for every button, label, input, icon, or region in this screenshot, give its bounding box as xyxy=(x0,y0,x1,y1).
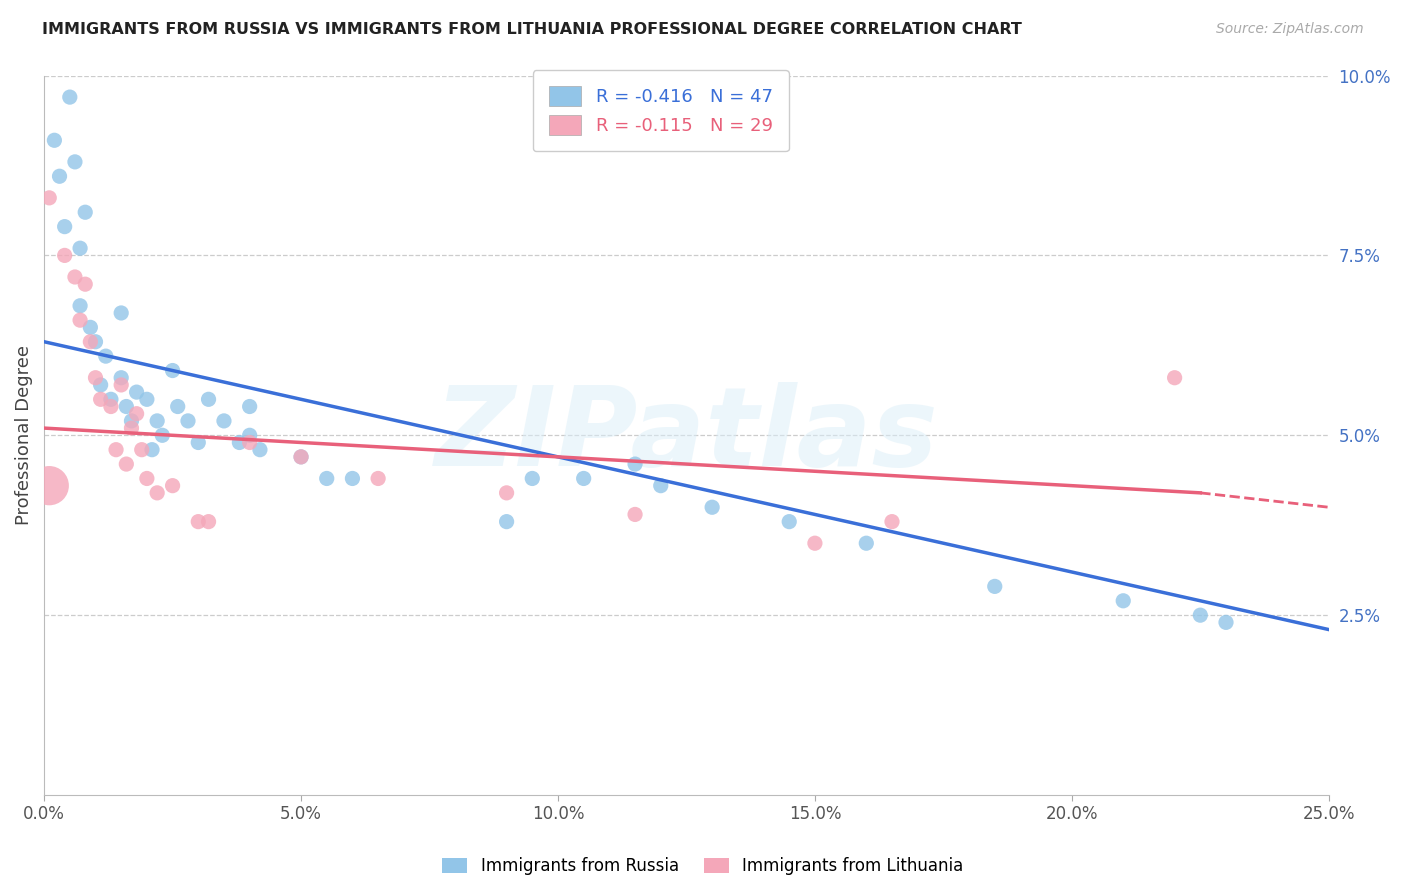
Point xyxy=(624,457,647,471)
Point xyxy=(100,400,122,414)
Point xyxy=(141,442,163,457)
Point xyxy=(63,270,86,285)
Text: Source: ZipAtlas.com: Source: ZipAtlas.com xyxy=(1216,22,1364,37)
Point xyxy=(44,133,66,147)
Point xyxy=(131,442,153,457)
Y-axis label: Professional Degree: Professional Degree xyxy=(15,345,32,525)
Point xyxy=(110,370,132,384)
Point xyxy=(624,508,647,522)
Point xyxy=(110,306,132,320)
Point xyxy=(162,363,184,377)
Point xyxy=(150,428,173,442)
Point xyxy=(804,536,827,550)
Point xyxy=(778,515,800,529)
Point xyxy=(90,378,112,392)
Point xyxy=(53,219,76,234)
Point xyxy=(197,515,219,529)
Point xyxy=(48,169,70,184)
Point xyxy=(69,313,91,327)
Point xyxy=(1163,370,1185,384)
Point xyxy=(75,277,97,292)
Point xyxy=(166,400,188,414)
Point xyxy=(572,471,595,485)
Point xyxy=(1112,594,1135,608)
Point xyxy=(38,478,60,492)
Point xyxy=(1189,608,1212,623)
Point xyxy=(700,500,723,515)
Point xyxy=(146,414,169,428)
Point xyxy=(228,435,250,450)
Point xyxy=(84,334,107,349)
Point xyxy=(522,471,544,485)
Point xyxy=(495,486,517,500)
Point xyxy=(162,478,184,492)
Point xyxy=(984,579,1007,593)
Point xyxy=(650,478,672,492)
Point xyxy=(239,428,262,442)
Point xyxy=(79,334,101,349)
Point xyxy=(121,414,143,428)
Point xyxy=(290,450,312,464)
Point xyxy=(69,299,91,313)
Point xyxy=(110,378,132,392)
Legend: R = -0.416   N = 47, R = -0.115   N = 29: R = -0.416 N = 47, R = -0.115 N = 29 xyxy=(533,70,789,152)
Point xyxy=(342,471,364,485)
Point xyxy=(75,205,97,219)
Point xyxy=(197,392,219,407)
Point xyxy=(115,457,138,471)
Point xyxy=(79,320,101,334)
Point xyxy=(90,392,112,407)
Text: ZIPatlas: ZIPatlas xyxy=(434,382,938,489)
Point xyxy=(115,400,138,414)
Point xyxy=(105,442,128,457)
Point xyxy=(146,486,169,500)
Point xyxy=(59,90,82,104)
Point xyxy=(367,471,389,485)
Point xyxy=(239,435,262,450)
Point xyxy=(880,515,903,529)
Point xyxy=(94,349,117,363)
Point xyxy=(177,414,200,428)
Point xyxy=(125,407,148,421)
Point xyxy=(53,248,76,262)
Point xyxy=(855,536,877,550)
Point xyxy=(187,515,209,529)
Point xyxy=(315,471,337,485)
Point xyxy=(135,392,157,407)
Point xyxy=(249,442,271,457)
Point xyxy=(84,370,107,384)
Point xyxy=(1215,615,1237,630)
Point xyxy=(239,400,262,414)
Text: IMMIGRANTS FROM RUSSIA VS IMMIGRANTS FROM LITHUANIA PROFESSIONAL DEGREE CORRELAT: IMMIGRANTS FROM RUSSIA VS IMMIGRANTS FRO… xyxy=(42,22,1022,37)
Point xyxy=(125,385,148,400)
Point xyxy=(135,471,157,485)
Point xyxy=(121,421,143,435)
Point xyxy=(69,241,91,255)
Point xyxy=(495,515,517,529)
Point xyxy=(100,392,122,407)
Point xyxy=(187,435,209,450)
Point xyxy=(212,414,235,428)
Legend: Immigrants from Russia, Immigrants from Lithuania: Immigrants from Russia, Immigrants from … xyxy=(434,849,972,884)
Point xyxy=(63,154,86,169)
Point xyxy=(38,191,60,205)
Point xyxy=(290,450,312,464)
